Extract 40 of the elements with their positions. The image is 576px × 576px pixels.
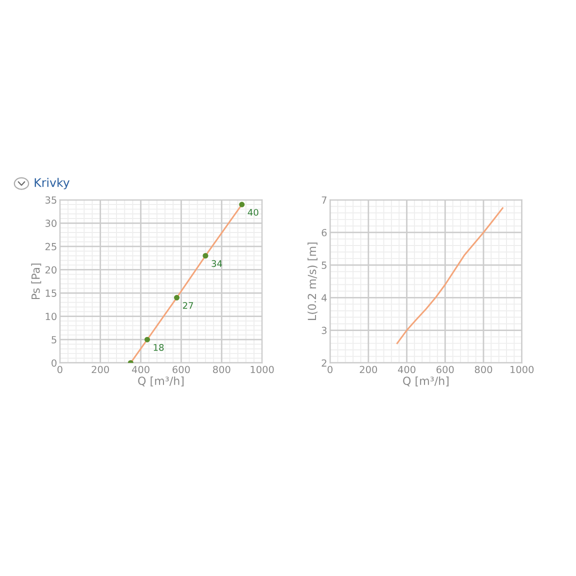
annotation: 18 [154, 344, 164, 351]
annotation: 40 [248, 208, 258, 216]
x-tick-label: 0 [57, 366, 62, 374]
line-series [396, 207, 504, 344]
x-tick-label: 200 [92, 366, 109, 374]
x-tick-label: 400 [132, 366, 150, 374]
y-tick-label: 7 [322, 196, 326, 204]
x-tick-label: 800 [474, 366, 492, 374]
chart-title: Krivky [34, 178, 70, 190]
point [174, 294, 180, 300]
y-tick-label: 15 [46, 290, 56, 297]
y-axis-title: L(0.2 m/s) [m] [308, 242, 318, 320]
y-tick-label: 0 [52, 359, 56, 367]
y-tick-label: 4 [322, 294, 327, 302]
y-tick-label: 25 [45, 242, 56, 250]
annotation: 34 [212, 260, 222, 267]
x-tick-label: 600 [436, 366, 454, 374]
y-tick-label: 3 [322, 326, 326, 334]
x-tick-label: 0 [328, 366, 332, 374]
x-tick-label: 800 [213, 366, 230, 374]
point [144, 336, 150, 342]
y-tick-label: 6 [322, 228, 327, 236]
x-tick-label: 400 [398, 366, 416, 374]
y-tick-label: 20 [45, 266, 56, 274]
y-tick-label: 5 [322, 262, 326, 269]
y-tick-label: 5 [52, 336, 56, 344]
y-tick-label: 30 [45, 220, 56, 227]
y-tick-label: 10 [46, 312, 56, 320]
x-tick-label: 1000 [250, 366, 274, 374]
annotation: 27 [182, 302, 194, 309]
y-axis-title: Ps [Pa] [31, 264, 42, 300]
point [239, 202, 245, 208]
y-tick-label: 2 [322, 359, 326, 367]
x-axis-title: Q [m³/h] [138, 376, 184, 386]
x-tick-label: 200 [360, 366, 378, 374]
x-tick-label: 1000 [510, 366, 534, 374]
x-axis-title: Q [m³/h] [403, 376, 449, 386]
x-tick-label: 600 [172, 366, 190, 374]
y-tick-label: 35 [45, 196, 56, 204]
point [202, 252, 208, 259]
